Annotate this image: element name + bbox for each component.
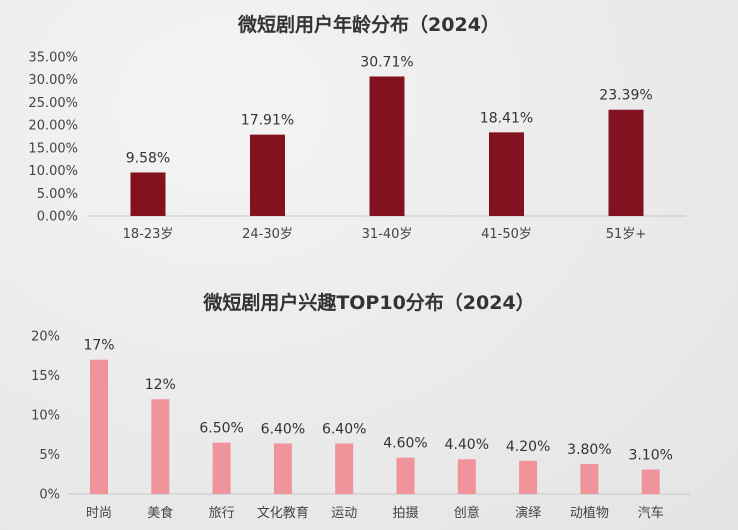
data-label: 30.71% [360, 54, 413, 70]
x-tick-label: 31-40岁 [362, 227, 413, 242]
bar [369, 76, 405, 216]
y-tick-label: 0.00% [37, 210, 78, 225]
x-tick-label: 18-23岁 [123, 227, 174, 242]
bar [130, 172, 166, 216]
data-label: 18.41% [480, 110, 533, 126]
data-label: 6.40% [322, 421, 366, 437]
y-tick-label: 30.00% [28, 73, 78, 88]
x-tick-label: 旅行 [209, 506, 235, 521]
x-tick-label: 运动 [331, 506, 357, 521]
data-label: 3.10% [628, 448, 672, 464]
y-tick-label: 35.00% [28, 51, 78, 66]
x-tick-label: 24-30岁 [242, 227, 293, 242]
x-tick-label: 演绎 [515, 505, 541, 521]
data-label: 12% [145, 377, 176, 393]
bar [250, 134, 285, 216]
data-label: 17.91% [241, 113, 294, 129]
bar [489, 132, 524, 216]
y-tick-label: 25.00% [28, 96, 78, 111]
y-tick-label: 15.00% [28, 141, 78, 156]
x-tick-label: 51岁+ [606, 227, 646, 242]
y-tick-label: 10.00% [28, 164, 78, 179]
y-tick-label: 20.00% [28, 119, 78, 134]
data-label: 23.39% [599, 88, 652, 104]
bar [212, 442, 231, 494]
x-tick-label: 汽车 [638, 505, 664, 521]
bar [90, 359, 108, 494]
x-tick-label: 时尚 [86, 506, 112, 521]
data-label: 6.40% [261, 421, 305, 437]
y-tick-label: 5.00% [37, 187, 78, 202]
y-tick-label: 15% [31, 369, 60, 384]
bar [580, 463, 599, 494]
chart-title-interest: 微短剧用户兴趣TOP10分布（2024） [203, 292, 535, 314]
chart-title-age: 微短剧用户年龄分布（2024） [238, 14, 500, 36]
data-label: 17% [83, 338, 114, 354]
bar [457, 459, 476, 494]
y-tick-label: 5% [39, 448, 60, 463]
bar [641, 469, 660, 494]
data-label: 3.80% [567, 442, 611, 458]
x-tick-label: 41-50岁 [481, 227, 532, 242]
bar [396, 457, 415, 494]
y-tick-label: 20% [31, 330, 60, 345]
y-tick-label: 0% [39, 488, 60, 503]
x-tick-label: 拍摄 [392, 506, 418, 521]
bar [608, 109, 644, 216]
data-label: 4.60% [383, 436, 427, 452]
bar [151, 399, 170, 494]
x-tick-label: 美食 [147, 505, 173, 521]
bar [273, 443, 292, 494]
x-tick-label: 动植物 [570, 506, 609, 521]
bar [519, 460, 538, 494]
x-tick-label: 文化教育 [257, 505, 309, 521]
data-label: 4.40% [445, 437, 489, 453]
bar [335, 443, 354, 494]
data-label: 4.20% [506, 439, 550, 455]
data-label: 6.50% [199, 421, 243, 437]
x-tick-label: 创意 [454, 505, 480, 521]
y-tick-label: 10% [31, 409, 60, 424]
data-label: 9.58% [126, 150, 170, 166]
